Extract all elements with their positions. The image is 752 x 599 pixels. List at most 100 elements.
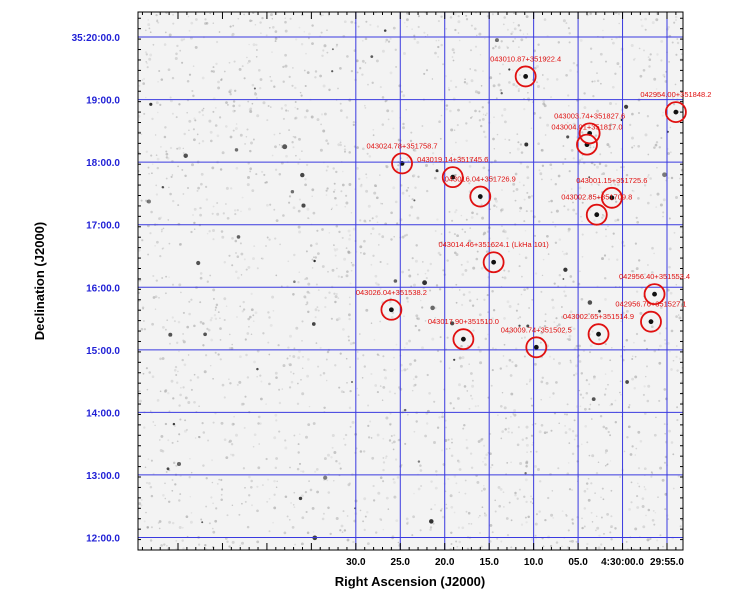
sky-speckle [187,187,189,189]
sky-speckle [287,110,289,112]
sky-speckle [406,26,408,28]
sky-speckle [581,255,584,258]
source-star [477,194,483,199]
sky-speckle [212,421,215,424]
sky-speckle [344,433,348,437]
sky-speckle [370,232,372,235]
sky-speckle [575,540,578,543]
sky-speckle [206,327,209,330]
sky-speckle [595,515,598,518]
sky-speckle [405,296,409,300]
field-star [236,235,241,239]
sky-speckle [552,358,555,361]
sky-speckle [442,63,445,66]
sky-speckle [662,215,664,218]
sky-speckle [392,440,396,444]
sky-speckle [175,464,178,467]
sky-speckle [164,292,167,295]
sky-speckle [253,433,257,437]
sky-speckle [350,211,353,214]
sky-speckle [144,51,148,54]
sky-speckle [206,280,209,283]
sky-speckle [274,145,277,149]
sky-speckle [229,88,233,92]
sky-speckle [437,56,439,58]
sky-speckle [484,135,487,139]
sky-speckle [527,195,531,199]
sky-speckle [514,172,518,176]
sky-speckle [142,82,145,85]
sky-speckle [502,355,505,357]
sky-speckle [486,294,489,297]
sky-speckle [359,450,363,453]
sky-speckle [413,492,415,495]
sky-speckle [452,59,455,62]
sky-speckle [174,57,178,60]
sky-speckle [438,288,442,291]
sky-speckle [188,119,192,123]
sky-speckle [292,206,296,210]
sky-speckle [410,205,414,209]
sky-speckle [477,404,480,407]
source-label: 043016.04+351726.9 [445,175,516,184]
field-star [563,267,568,272]
sky-speckle [337,317,341,321]
sky-speckle [526,176,530,180]
sky-speckle [216,202,219,204]
sky-speckle [182,311,185,314]
sky-speckle [534,422,537,425]
sky-speckle [138,84,141,87]
sky-speckle [192,214,194,216]
sky-speckle [359,184,363,188]
sky-speckle [572,208,576,212]
sky-speckle [453,129,456,131]
sky-speckle [357,394,360,397]
sky-speckle [361,59,365,63]
sky-speckle [524,256,528,260]
sky-speckle [357,351,359,353]
sky-speckle [655,141,659,144]
sky-speckle [244,486,246,489]
sky-speckle [619,301,622,304]
sky-speckle [570,188,573,190]
sky-speckle [537,142,540,145]
sky-speckle [345,357,348,360]
sky-speckle [211,212,214,215]
sky-speckle [634,454,637,456]
sky-speckle [516,497,519,500]
sky-speckle [225,305,228,308]
sky-speckle [651,472,654,475]
sky-speckle [270,79,273,83]
sky-speckle [456,124,459,127]
sky-speckle [519,143,523,146]
sky-speckle [348,296,351,299]
sky-speckle [190,512,193,514]
sky-speckle [474,90,478,94]
x-tick-label: 30.0 [346,557,366,568]
sky-speckle [502,23,505,26]
sky-speckle [275,219,279,223]
sky-speckle [411,389,414,392]
sky-speckle [653,523,656,526]
sky-speckle [468,290,471,294]
sky-speckle [565,413,569,416]
sky-speckle [143,426,146,429]
sky-speckle [297,209,301,213]
sky-speckle [519,162,523,165]
sky-speckle [149,539,153,542]
sky-speckle [309,244,313,247]
sky-speckle [346,538,350,542]
sky-speckle [451,441,453,444]
sky-speckle [382,461,386,464]
sky-speckle [171,479,174,481]
sky-speckle [457,32,460,34]
sky-speckle [305,52,307,55]
sky-speckle [425,69,429,72]
sky-speckle [390,211,393,215]
sky-speckle [155,193,158,196]
sky-speckle [311,258,314,261]
sky-speckle [675,53,678,57]
sky-speckle [455,283,458,286]
sky-speckle [147,458,150,460]
